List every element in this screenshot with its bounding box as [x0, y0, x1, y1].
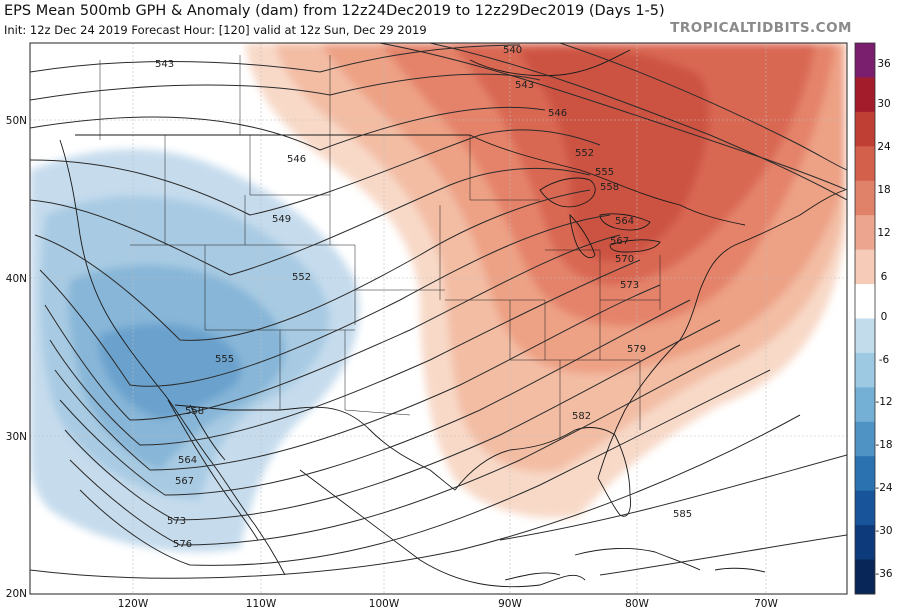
colorbar-cell [855, 456, 875, 492]
lon-label: 70W [754, 598, 778, 610]
map-frame [29, 42, 848, 595]
colorbar-tick: 36 [877, 58, 891, 70]
colorbar-cell [855, 284, 875, 319]
colorbar-tick: 30 [877, 98, 890, 110]
contour-label: 555 [595, 167, 614, 178]
lon-label: 110W [246, 598, 277, 610]
state-borders [99, 55, 661, 440]
colorbar-tick: -12 [875, 396, 892, 408]
contour-label: 558 [185, 406, 204, 417]
colorbar-cell [855, 180, 875, 216]
lon-label: 90W [498, 598, 522, 610]
colorbar-cell [855, 318, 875, 354]
contour-label: 576 [173, 539, 192, 550]
colorbar-tick: 18 [877, 184, 890, 196]
lon-label: 120W [118, 598, 149, 610]
colorbar-cell [855, 111, 875, 147]
contour-label: 558 [600, 182, 619, 193]
colorbar-tick: 24 [877, 141, 891, 153]
colorbar-tick: 0 [881, 311, 888, 323]
colorbar-tick: 12 [877, 227, 890, 239]
contour-label: 546 [548, 108, 567, 119]
contour-label: 543 [515, 80, 534, 91]
colorbar-cell [855, 490, 875, 526]
map-subtitle: Init: 12z Dec 24 2019 Forecast Hour: [12… [4, 23, 427, 37]
contour-label: 564 [615, 216, 634, 227]
height-contours [30, 43, 847, 579]
contour-label: 570 [615, 254, 634, 265]
contour-label: 573 [167, 516, 186, 527]
contour-label: 555 [215, 354, 234, 365]
colorbar-cell [855, 525, 875, 561]
colorbar-cell [855, 215, 875, 251]
map-title: EPS Mean 500mb GPH & Anomaly (dam) from … [4, 3, 665, 19]
colorbar-tick-labels: 36 30 24 18 12 6 0 -6 -12 -18 -24 -30 -3… [875, 58, 892, 580]
coastlines-and-borders [59, 49, 846, 588]
colorbar-tick: -18 [875, 439, 892, 451]
colorbar-cell [855, 77, 875, 113]
contour-label: 579 [627, 344, 646, 355]
colorbar-tick: 6 [881, 271, 888, 283]
colorbar-tick: -30 [875, 525, 892, 537]
lat-label: 40N [6, 273, 27, 285]
colorbar-cells [855, 43, 875, 595]
longitude-labels: 120W 110W 100W 90W 80W 70W [118, 598, 779, 610]
lat-label: 50N [6, 115, 27, 127]
lat-lon-grid [30, 43, 847, 594]
contour-label: 585 [673, 509, 692, 520]
colorbar-cell [855, 352, 875, 388]
contour-label: 552 [575, 148, 594, 159]
contour-label: 546 [287, 154, 306, 165]
lat-label: 20N [6, 588, 27, 600]
colorbar-cell [855, 249, 875, 285]
header-bar: EPS Mean 500mb GPH & Anomaly (dam) from … [0, 0, 900, 42]
contour-label: 567 [175, 476, 194, 487]
colorbar-frame [854, 42, 876, 595]
contour-label: 564 [178, 455, 197, 466]
map-area: 540 543 543 546 546 549 552 552 555 555 … [30, 43, 847, 594]
colorbar-tick: -6 [879, 354, 890, 366]
lat-label: 30N [6, 431, 27, 443]
colorbar-cell [855, 387, 875, 423]
contour-label: 549 [272, 214, 291, 225]
negative-anomaly-shading [30, 149, 360, 553]
contour-label: 552 [292, 272, 311, 283]
lon-label: 80W [625, 598, 649, 610]
contour-label: 540 [503, 45, 522, 56]
contour-label: 543 [155, 59, 174, 70]
contour-label: 567 [610, 236, 629, 247]
site-credit: TROPICALTIDBITS.COM [670, 20, 852, 36]
latitude-labels: 50N 40N 30N 20N [6, 115, 27, 600]
colorbar-cell [855, 43, 875, 78]
anomaly-colorbar: 36 30 24 18 12 6 0 -6 -12 -18 -24 -30 -3… [854, 42, 893, 595]
contour-label: 573 [620, 280, 639, 291]
colorbar-tick: -24 [875, 482, 892, 494]
contour-labels: 540 543 543 546 546 549 552 552 555 555 … [155, 45, 692, 550]
colorbar-tick: -36 [875, 568, 892, 580]
colorbar-cell [855, 559, 875, 595]
colorbar-cell [855, 421, 875, 457]
colorbar-cell [855, 146, 875, 182]
lon-label: 100W [369, 598, 400, 610]
contour-label: 582 [572, 411, 591, 422]
